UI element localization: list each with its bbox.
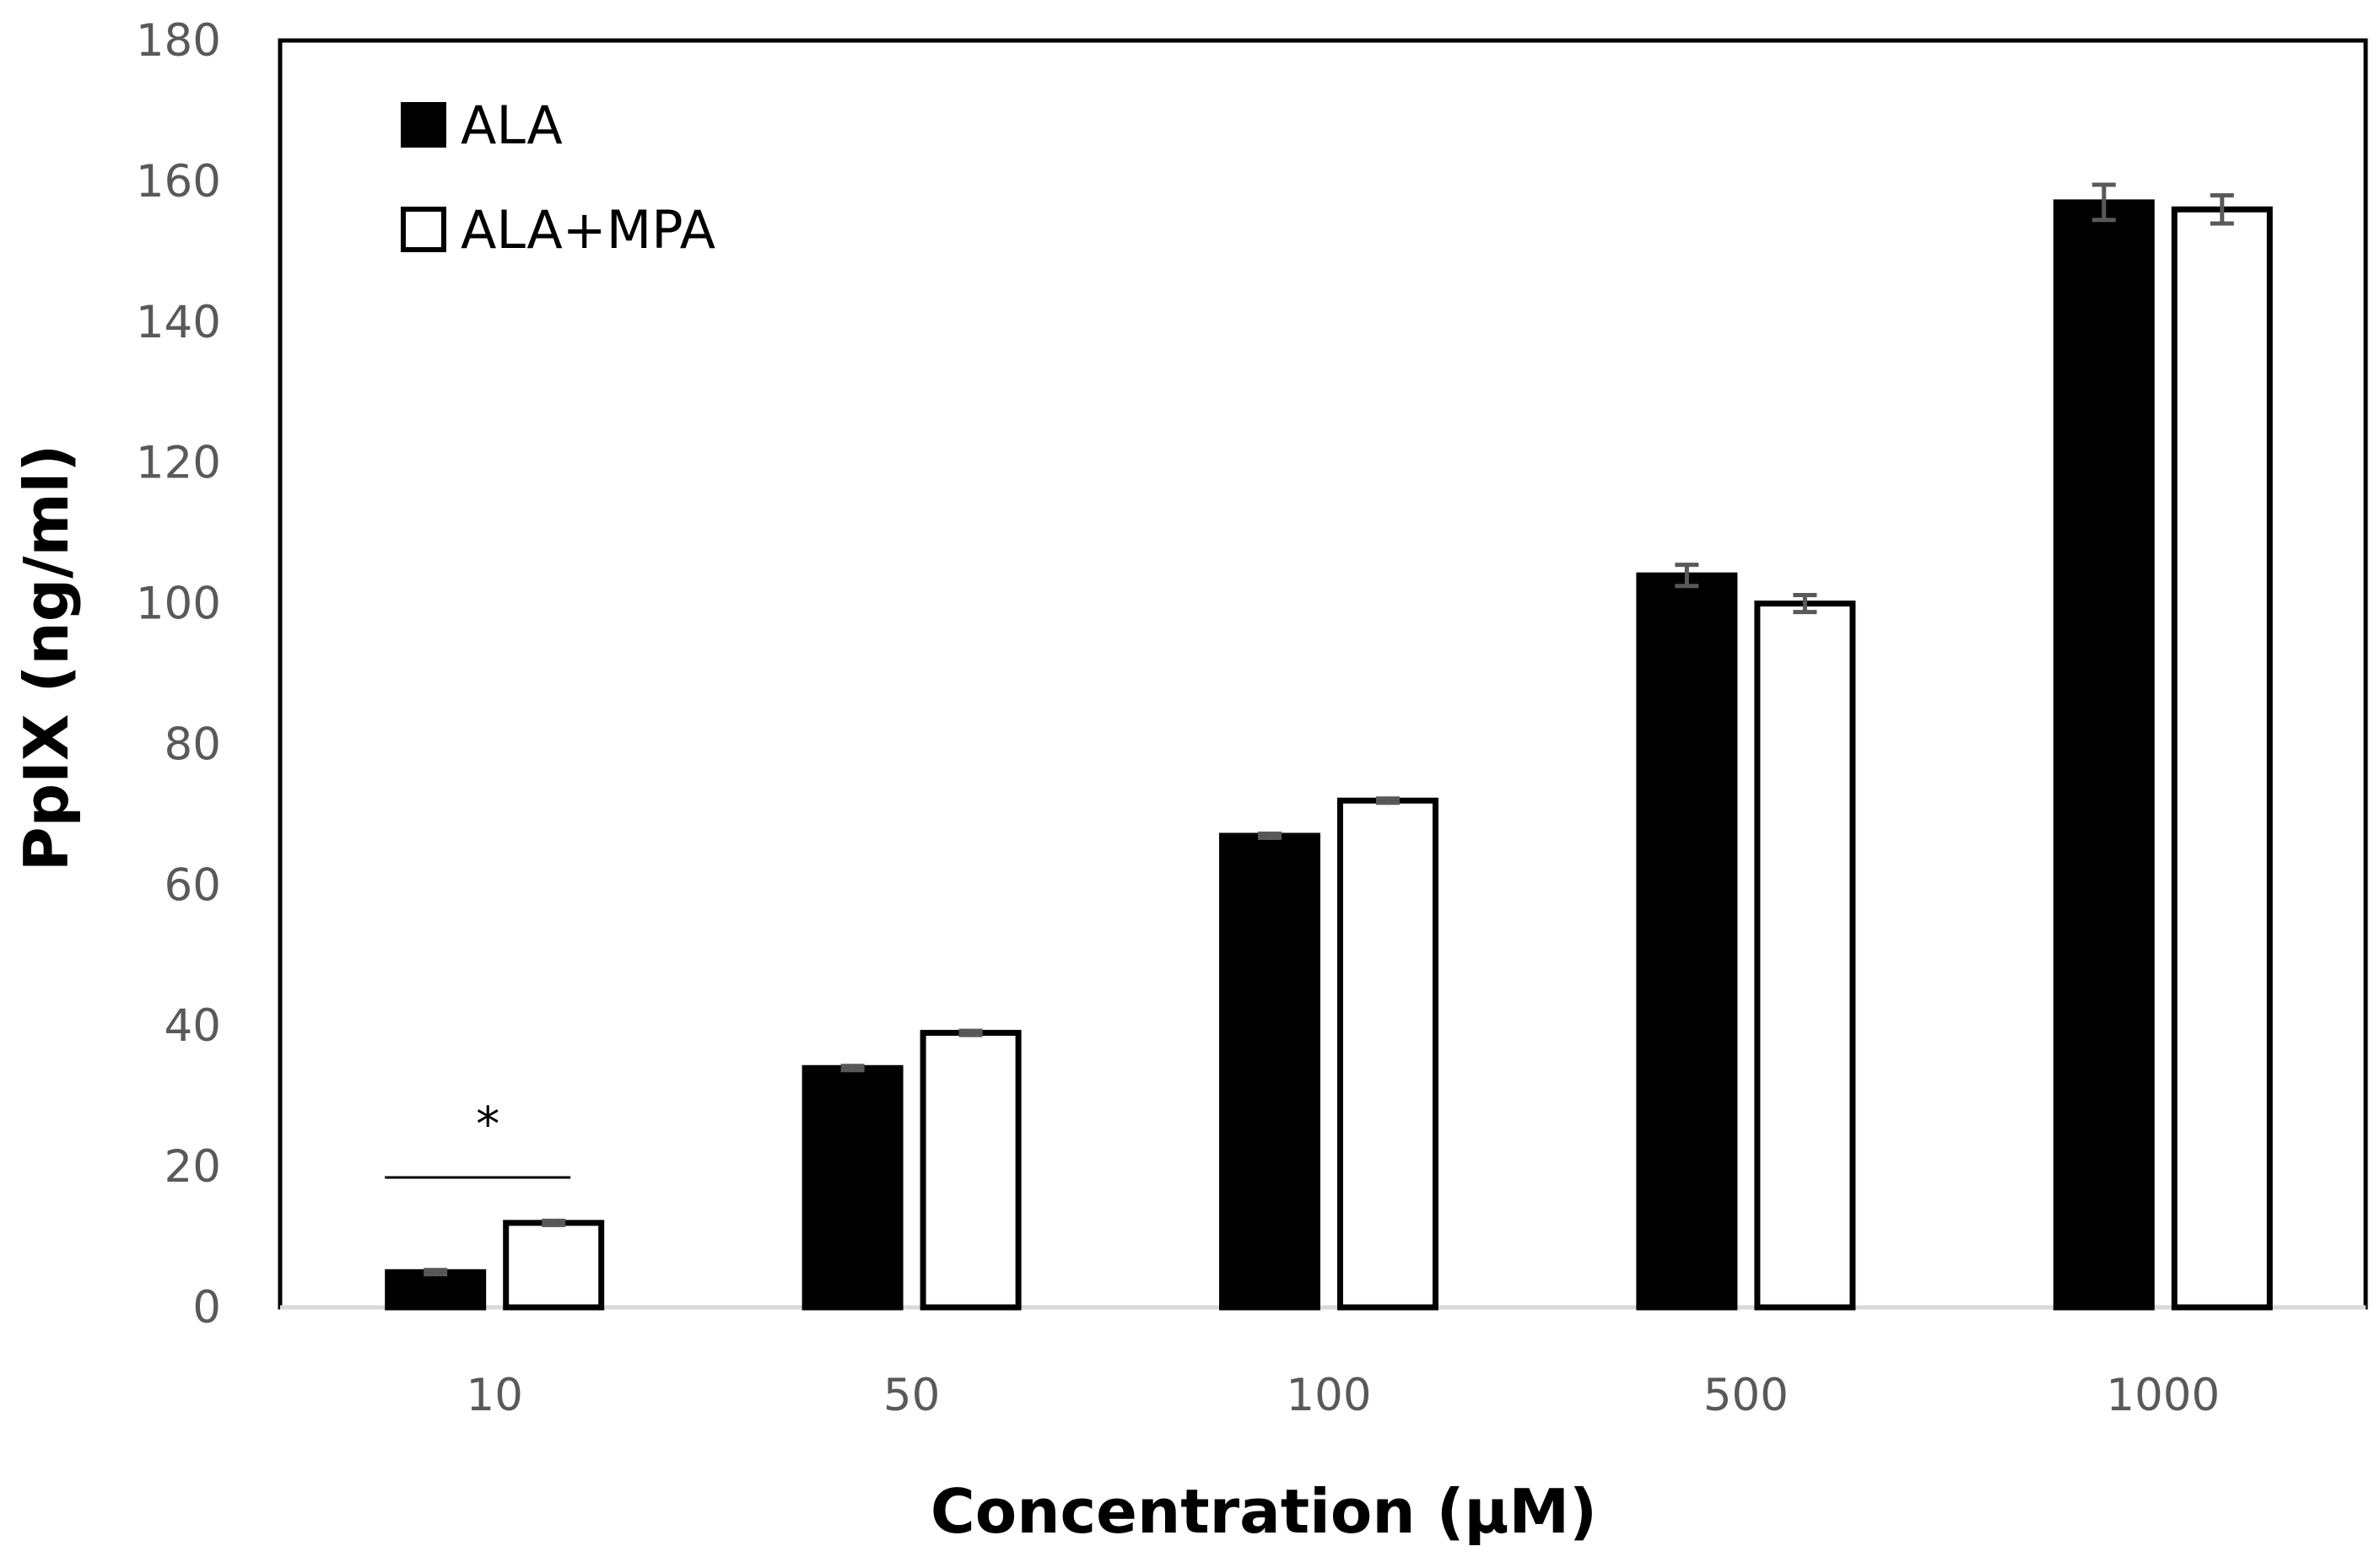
y-tick-label: 80 [165,719,221,770]
y-tick-label: 40 [165,1000,221,1052]
y-tick-label: 120 [136,438,221,489]
error-bars [424,182,2234,1277]
significance-annotation: * [385,1097,571,1179]
legend-swatch-ala [401,102,446,148]
bar-series [385,199,2273,1311]
x-tick-label: 10 [466,1370,522,1421]
bar-ala-mpa [1337,797,1438,1311]
bar-ala-mpa [1754,601,1856,1311]
x-tick-label: 50 [883,1370,940,1421]
significance-star: * [476,1097,499,1152]
x-tick-label: 1000 [2106,1370,2220,1421]
y-tick-label: 20 [165,1141,221,1193]
x-axis-title: Concentration (µM) [931,1476,1597,1547]
y-tick-label: 100 [136,579,221,630]
y-tick-label: 140 [136,297,221,348]
y-tick-label: 160 [136,156,221,207]
bar-ala-mpa [920,1030,1022,1311]
bar-ala [801,1064,904,1311]
y-tick-label: 60 [165,859,221,911]
bar-ala-mpa [503,1220,605,1311]
y-axis-title: PpIX (ng/ml) [11,444,82,871]
bar-ala [385,1269,487,1311]
y-tick-labels: 0 20 40 60 80 100 120 140 160 180 [136,15,221,1333]
y-tick-label: 180 [136,15,221,67]
legend-swatch-ala-mpa [401,207,446,252]
x-tick-label: 100 [1286,1370,1371,1421]
legend-label: ALA+MPA [461,199,715,261]
legend: ALA ALA+MPA [401,94,715,261]
x-tick-label: 500 [1703,1370,1789,1421]
bar-ala [2053,199,2155,1311]
bar-ala [1636,572,1738,1311]
x-tick-labels: 10 50 100 500 1000 [466,1370,2220,1421]
y-tick-label: 0 [192,1282,221,1333]
legend-label: ALA [461,94,563,156]
bar-ala-mpa [2171,206,2273,1311]
bar-ala [1219,832,1320,1311]
